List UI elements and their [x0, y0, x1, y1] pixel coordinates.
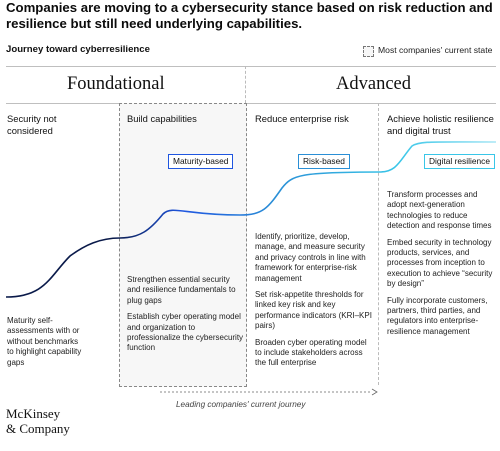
stage-4-bullet-3: Fully incorporate customers, partners, t…	[387, 295, 488, 336]
stage-title-security-not-considered: Security not considered	[7, 113, 57, 136]
stage-3-bullet-3: Broaden cyber operating model to include…	[255, 337, 367, 368]
stage-1-bullet-1: Maturity self-assessments with or withou…	[7, 316, 82, 367]
stage-separator	[378, 103, 379, 385]
top-divider	[6, 66, 496, 67]
stage-2-body: Strengthen essential security and resili…	[127, 275, 245, 354]
stage-2-bullet-1: Strengthen essential security and resili…	[127, 275, 236, 305]
mckinsey-logo: McKinsey & Company	[6, 406, 70, 436]
stage-4-body: Transform processes and adopt next-gener…	[387, 190, 497, 337]
stage-3-body: Identify, prioritize, develop, manage, a…	[255, 232, 373, 369]
band-advanced: Advanced	[336, 74, 411, 94]
stage-title-holistic-resilience: Achieve holistic resilience and digital …	[387, 113, 494, 136]
band-divider	[6, 103, 496, 104]
headline: Companies are moving to a cybersecurity …	[6, 0, 493, 31]
band-foundational: Foundational	[67, 74, 165, 94]
stage-1-body: Maturity self-assessments with or withou…	[7, 316, 87, 368]
stage-title-build-capabilities: Build capabilities	[127, 113, 197, 124]
current-state-frame	[119, 103, 247, 387]
pill-maturity-based: Maturity-based	[168, 154, 234, 169]
subtitle: Journey toward cyberresilience	[6, 44, 150, 55]
stage-2-bullet-2: Establish cyber operating model and orga…	[127, 312, 244, 353]
pill-risk-based: Risk-based	[298, 154, 350, 169]
pill-digital-resilience: Digital resilience	[424, 154, 495, 169]
band-separator	[245, 66, 246, 103]
logo-line-1: McKinsey	[6, 406, 61, 421]
journey-label: Leading companies' current journey	[176, 400, 306, 409]
stage-title-reduce-risk: Reduce enterprise risk	[255, 113, 349, 124]
logo-line-2: & Company	[6, 421, 70, 436]
stage-3-bullet-1: Identify, prioritize, develop, manage, a…	[255, 232, 366, 283]
stage-3-bullet-2: Set risk-appetite thresholds for linked …	[255, 290, 372, 331]
legend-label: Most companies' current state	[378, 45, 493, 55]
stage-4-bullet-2: Embed security in technology products, s…	[387, 237, 493, 289]
legend-swatch-dashed	[363, 46, 374, 57]
arrow-head-icon	[371, 388, 378, 396]
stage-4-bullet-1: Transform processes and adopt next-gener…	[387, 190, 492, 231]
curve-path	[5, 141, 497, 298]
